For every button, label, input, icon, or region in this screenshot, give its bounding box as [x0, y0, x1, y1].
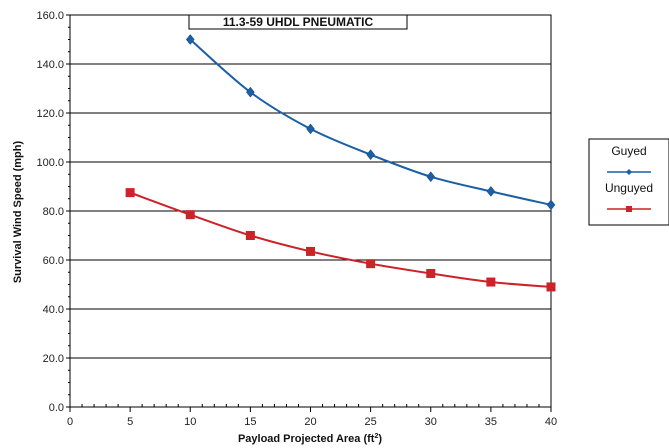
- series-group: [125, 34, 556, 292]
- y-tick-label: 20.0: [43, 353, 64, 365]
- data-point-unguyed: [426, 268, 436, 278]
- y-tick-label: 40.0: [43, 304, 64, 316]
- y-tick-label: 160.0: [36, 10, 64, 22]
- x-axis-title-suffix: ): [378, 433, 382, 445]
- legend-entry-guyed: Guyed: [611, 144, 646, 158]
- y-tick-label: 80.0: [43, 206, 64, 218]
- data-point-guyed: [486, 185, 496, 197]
- y-tick-label: 120.0: [36, 108, 64, 120]
- legend-entry-unguyed: Unguyed: [605, 181, 653, 195]
- data-point-unguyed: [366, 259, 376, 269]
- x-tick-label: 35: [485, 416, 497, 428]
- legend-marker-guyed: [626, 169, 632, 175]
- x-tick-label: 40: [545, 416, 557, 428]
- data-point-guyed: [366, 149, 375, 161]
- x-axis-title: Payload Projected Area (ft2): [238, 433, 382, 445]
- x-axis-title-main: Payload Projected Area (ft: [238, 433, 375, 445]
- legend: Guyed Unguyed: [588, 138, 669, 226]
- x-axis-title-superscript: 2: [374, 433, 378, 440]
- x-tick-label: 15: [244, 416, 256, 428]
- data-point-guyed: [546, 199, 556, 211]
- x-tick-label: 0: [67, 416, 73, 428]
- data-point-unguyed: [245, 231, 255, 240]
- data-point-unguyed: [306, 246, 315, 256]
- y-tick-label: 60.0: [43, 255, 64, 267]
- y-tick-label: 140.0: [36, 59, 64, 71]
- y-axis: 0.0 20.0 40.0 60.0 80.0 100.0 120.0 140.0 160.0: [36, 10, 70, 414]
- x-tick-label: 20: [304, 416, 316, 428]
- data-point-guyed: [426, 171, 436, 183]
- x-tick-label: 25: [365, 416, 377, 428]
- data-point-unguyed: [486, 277, 496, 287]
- x-tick-label: 5: [127, 416, 133, 428]
- data-point-guyed: [306, 123, 315, 135]
- y-tick-label: 0.0: [49, 402, 64, 414]
- y-axis-title: Survival Wind Speed (mph): [12, 141, 24, 284]
- data-point-unguyed: [546, 282, 556, 292]
- data-point-unguyed: [125, 188, 135, 198]
- x-tick-label: 10: [184, 416, 196, 428]
- x-tick-label: 30: [425, 416, 437, 428]
- grid-lines: [70, 63, 551, 359]
- x-axis: 0 5 10 15 20 25 30 35 40: [67, 404, 557, 428]
- data-point-unguyed: [185, 210, 195, 220]
- chart-title: 11.3-59 UHDL PNEUMATIC: [223, 15, 374, 29]
- y-tick-label: 100.0: [36, 157, 64, 169]
- data-point-guyed: [185, 34, 195, 45]
- data-point-guyed: [246, 86, 255, 98]
- title-box: [188, 14, 408, 30]
- legend-marker-unguyed: [626, 206, 632, 212]
